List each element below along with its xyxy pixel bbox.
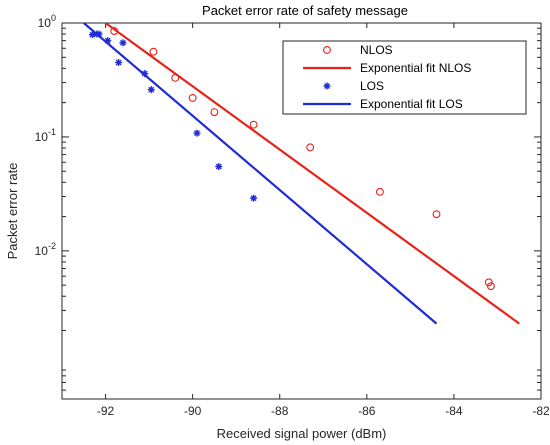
y-tick-base: 10: [35, 130, 49, 144]
asterisk-stroke: [148, 86, 155, 93]
x-axis-label: Received signal power (dBm): [217, 426, 387, 441]
legend: NLOS Exponential fit NLOS LOS Exponential f…: [282, 40, 527, 115]
y-tick-exponent: 0: [51, 13, 56, 23]
data-point-circle: [484, 278, 493, 287]
y-tick-label: 10-1: [35, 127, 56, 144]
data-point-asterisk: [250, 194, 258, 202]
data-point-asterisk: [115, 59, 123, 67]
legend-asterisk-swatch: [323, 82, 331, 90]
data-point-circle: [306, 143, 315, 152]
x-tick-label: -82: [532, 404, 550, 418]
data-point-circle: [188, 93, 197, 102]
plot-area: [61, 22, 542, 400]
y-tick-label: 10-2: [35, 241, 56, 258]
data-point-circle: [249, 120, 258, 129]
legend-label: LOS: [360, 79, 384, 93]
legend-label: NLOS: [360, 43, 393, 57]
legend-box: [282, 40, 527, 115]
data-point-asterisk: [119, 39, 127, 47]
y-tick-label: 100: [38, 13, 56, 30]
data-point-asterisk: [193, 129, 201, 137]
x-tick-label: -86: [358, 404, 376, 418]
legend-circle-swatch: [323, 46, 331, 54]
data-point-circle: [210, 108, 219, 117]
y-tick-exponent: -2: [48, 241, 56, 251]
legend-label: Exponential fit NLOS: [360, 61, 471, 75]
data-point-circle: [486, 282, 495, 291]
data-point-asterisk: [215, 163, 223, 171]
asterisk-stroke: [324, 83, 330, 89]
asterisk-stroke: [250, 195, 257, 202]
data-point-circle: [432, 210, 441, 219]
data-point-asterisk: [147, 86, 155, 94]
x-tick-label: -90: [184, 404, 202, 418]
data-marks: [83, 23, 520, 325]
fit-line: [83, 23, 438, 325]
x-tick-label: -92: [97, 404, 115, 418]
y-tick-exponent: -1: [48, 127, 56, 137]
x-tick-label: -84: [445, 404, 463, 418]
asterisk-stroke: [194, 130, 200, 137]
asterisk-stroke: [120, 39, 126, 46]
asterisk-stroke: [115, 59, 122, 66]
series-exponential-fit-nlos: [104, 23, 520, 325]
series-exponential-fit-los: [83, 23, 438, 325]
asterisk-stroke: [215, 163, 222, 170]
data-point-circle: [149, 47, 158, 56]
fit-line: [104, 23, 520, 325]
y-tick-base: 10: [35, 244, 49, 258]
x-tick-label: -88: [271, 404, 289, 418]
legend-label: Exponential fit LOS: [360, 97, 463, 111]
data-point-circle: [375, 187, 384, 196]
chart-title: Packet error rate of safety message: [202, 3, 408, 18]
y-tick-base: 10: [38, 16, 52, 30]
y-axis-label: Packet error rate: [5, 163, 20, 260]
